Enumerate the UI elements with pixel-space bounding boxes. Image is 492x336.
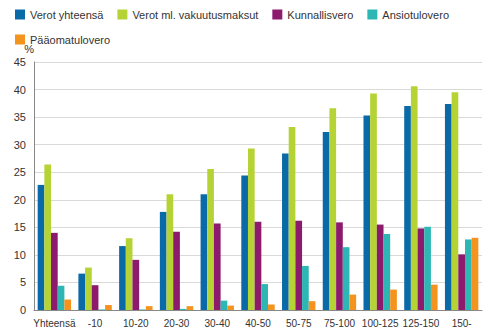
- svg-text:75-100: 75-100: [324, 318, 356, 329]
- svg-text:30: 30: [14, 139, 26, 151]
- svg-text:30-40: 30-40: [204, 318, 230, 329]
- svg-text:20-30: 20-30: [164, 318, 190, 329]
- svg-text:Verot ml. vakuutusmaksut: Verot ml. vakuutusmaksut: [132, 9, 258, 21]
- svg-text:10-20: 10-20: [123, 318, 149, 329]
- svg-text:Verot yhteensä: Verot yhteensä: [30, 9, 104, 21]
- svg-text:Yhteensä: Yhteensä: [33, 318, 76, 329]
- svg-text:40-50: 40-50: [245, 318, 271, 329]
- svg-text:150-: 150-: [452, 318, 472, 329]
- svg-text:100-125: 100-125: [362, 318, 399, 329]
- svg-text:45: 45: [14, 56, 26, 68]
- svg-text:25: 25: [14, 166, 26, 178]
- svg-text:10: 10: [14, 249, 26, 261]
- svg-text:Ansiotulovero: Ansiotulovero: [382, 9, 449, 21]
- svg-text:40: 40: [14, 84, 26, 96]
- svg-text:Kunnallisvero: Kunnallisvero: [287, 9, 353, 21]
- svg-text:35: 35: [14, 111, 26, 123]
- svg-text:50-75: 50-75: [286, 318, 312, 329]
- svg-text:15: 15: [14, 221, 26, 233]
- svg-text:5: 5: [20, 276, 26, 288]
- svg-text:20: 20: [14, 194, 26, 206]
- svg-text:Pääomatulovero: Pääomatulovero: [30, 34, 110, 46]
- svg-text:125-150: 125-150: [403, 318, 440, 329]
- svg-text:0: 0: [20, 304, 26, 316]
- svg-text:-10: -10: [88, 318, 103, 329]
